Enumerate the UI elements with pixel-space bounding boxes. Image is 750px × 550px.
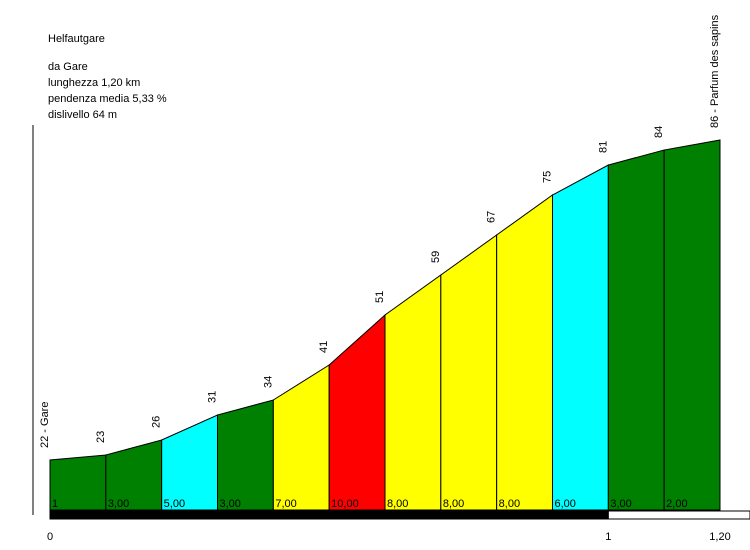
gradient-label: 5,00 [164, 498, 185, 510]
x-tick-label: 0 [47, 531, 53, 543]
profile-segment [552, 164, 609, 511]
altitude-label: 41 [318, 341, 330, 353]
gradient-label: 3,00 [108, 498, 129, 510]
x-tick-label: 1,20 [709, 531, 730, 543]
gradient-label: 1 [52, 498, 58, 510]
altitude-label: 34 [262, 376, 274, 388]
profile-segment [161, 414, 218, 511]
altitude-label: 67 [486, 211, 498, 223]
gradient-label: 3,00 [610, 498, 631, 510]
profile-segment [496, 194, 553, 511]
km-bar-segment [49, 510, 609, 520]
profile-segment [49, 454, 107, 511]
altitude-label: 26 [151, 416, 163, 428]
gradient-label: 7,00 [275, 498, 296, 510]
altitude-label: 86 - Parfum des sapins [709, 14, 721, 128]
chart-title: Helfautgare [48, 33, 105, 45]
altitude-label: 23 [95, 431, 107, 443]
profile-segment [217, 399, 274, 511]
altitude-label: 75 [542, 171, 554, 183]
altitude-label: 22 - Gare [39, 402, 51, 448]
profile-segment [663, 139, 721, 511]
x-tick-label: 1 [605, 531, 611, 543]
start-label: da Gare [48, 61, 88, 73]
km-bar-segment [607, 510, 750, 520]
elevation-gain-label: dislivello 64 m [48, 109, 118, 121]
gradient-label: 8,00 [387, 498, 408, 510]
profile-segment [440, 234, 498, 511]
gradient-label: 10,00 [331, 498, 359, 510]
profile-segment [272, 364, 330, 511]
avg-gradient-label: pendenza media 5,33 % [48, 93, 167, 105]
profile-segment [384, 274, 442, 511]
gradient-label: 2,00 [666, 498, 687, 510]
altitude-label: 81 [597, 141, 609, 153]
gradient-label: 3,00 [220, 498, 241, 510]
profile-segment [607, 149, 665, 511]
length-label: lunghezza 1,20 km [48, 77, 141, 89]
gradient-label: 6,00 [555, 498, 576, 510]
altitude-label: 59 [430, 251, 442, 263]
profile-segment [328, 313, 386, 511]
gradient-label: 8,00 [443, 498, 464, 510]
altitude-label: 31 [207, 391, 219, 403]
altitude-label: 84 [653, 126, 665, 138]
gradient-label: 8,00 [499, 498, 520, 510]
altitude-label: 51 [374, 291, 386, 303]
